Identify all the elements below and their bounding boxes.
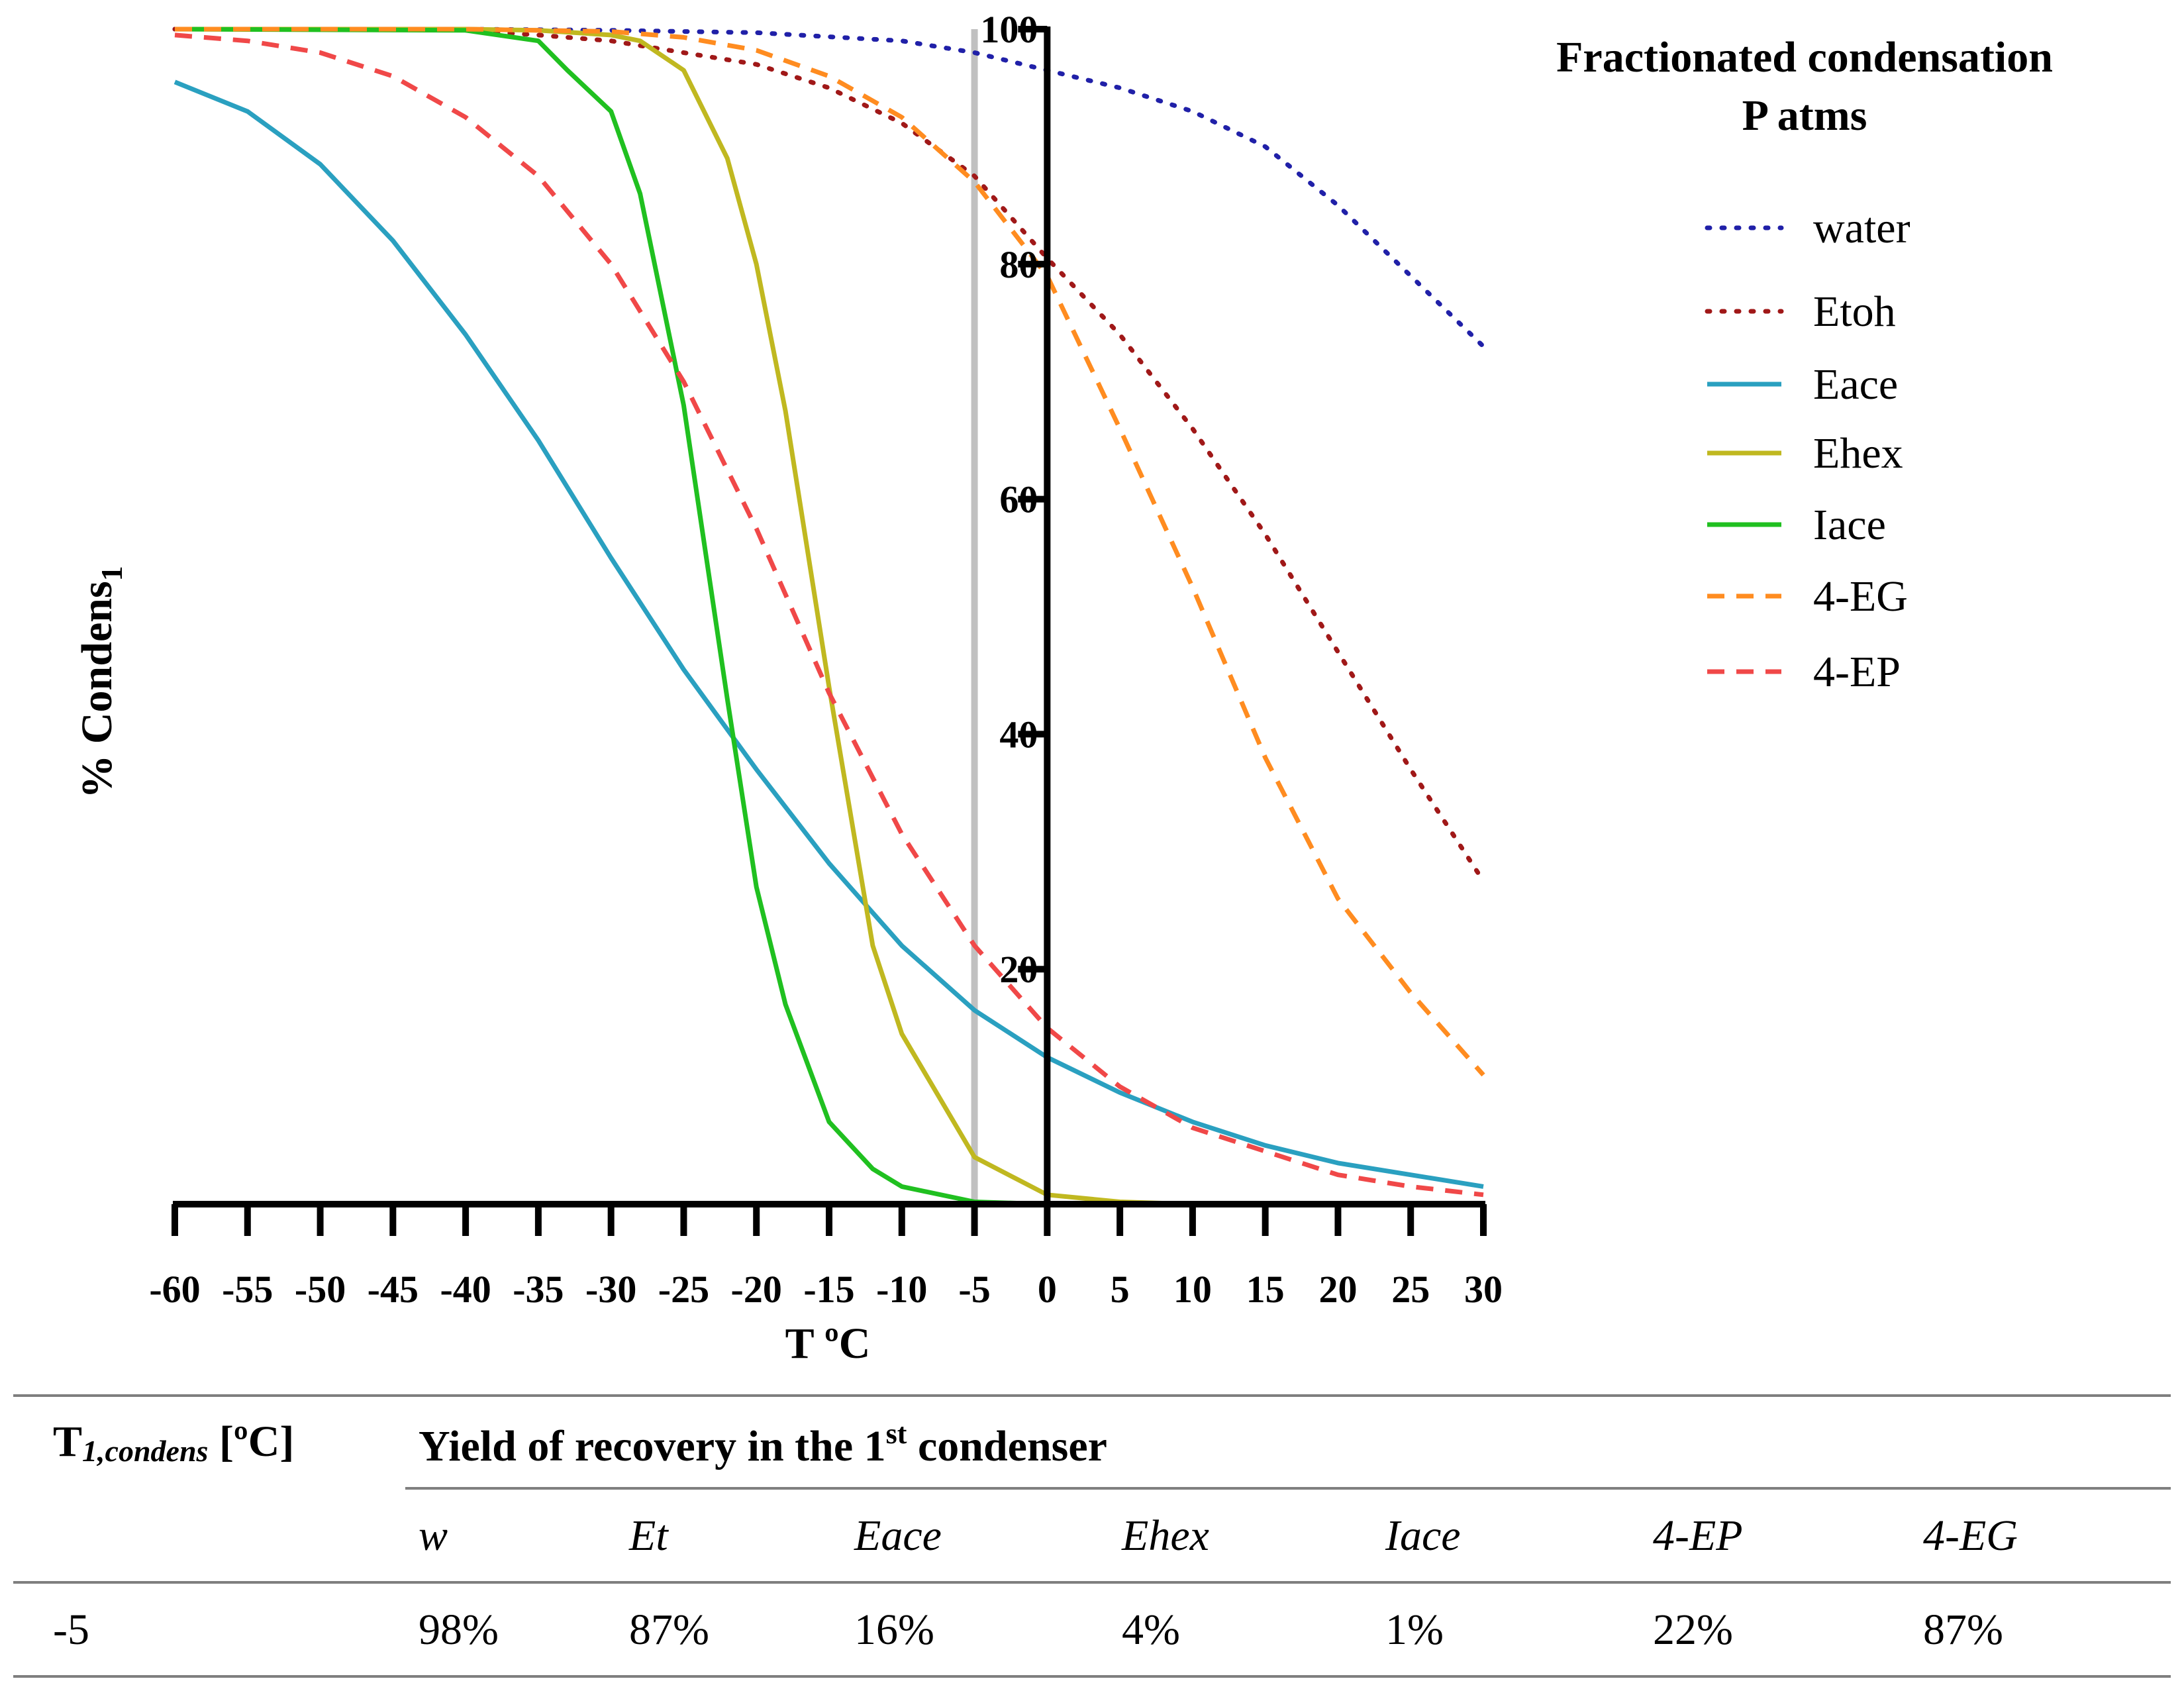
legend-label-water: water (1813, 204, 1911, 252)
y-axis-title-subscript: 1 (95, 566, 128, 581)
x-tick-label: -55 (222, 1268, 273, 1311)
table-cell-yield: 4% (1122, 1606, 1180, 1654)
condensation-chart: -60 -55 -50 -45 -40 -35 -30 -25 -20 -15 -10 -5 0 5 10 1… (73, 8, 2053, 1368)
series-line-etoh (172, 26, 1486, 884)
x-axis-title: T ºC (785, 1319, 871, 1368)
x-tick-label: -25 (658, 1268, 709, 1311)
yield-table: T1,condens [ºC] Yield of recovery in the… (0, 1394, 2184, 1686)
x-tick-label: 5 (1111, 1268, 1130, 1311)
legend-label-ehex: Ehex (1813, 429, 1903, 478)
x-tick-label: -45 (368, 1268, 419, 1311)
chart-title-line-2: P atms (1742, 91, 1867, 140)
legend-label-4-ep: 4-EP (1813, 648, 1901, 696)
y-tick-label: 60 (999, 478, 1038, 521)
column-header-4-ep: 4-EP (1653, 1512, 1743, 1560)
legend-label-eace: Eace (1813, 360, 1898, 409)
x-tick-label: 30 (1464, 1268, 1503, 1311)
chart-title-line-1: Fractionated condensation (1556, 33, 2053, 81)
table-mid-rule (13, 1581, 2171, 1584)
x-tick-label: -15 (803, 1268, 854, 1311)
x-tick-label: -40 (440, 1268, 491, 1311)
x-tick-label: -35 (513, 1268, 564, 1311)
temperature-header-unit: [ºC] (208, 1417, 295, 1466)
series-layer (172, 26, 1486, 1207)
series-line-water (172, 26, 1486, 349)
legend-label-4-eg: 4-EG (1813, 572, 1908, 621)
x-tick-label: -30 (585, 1268, 636, 1311)
table-cell-yield: 87% (1923, 1606, 2003, 1654)
legend-label-etoh: Etoh (1813, 287, 1896, 336)
series-line-iace (174, 26, 1483, 1207)
column-header-iace: Iace (1385, 1512, 1461, 1560)
y-tick-label: 40 (999, 713, 1038, 756)
table-bottom-rule (13, 1675, 2171, 1678)
y-tick-label: 100 (980, 8, 1038, 51)
y-tick-label: 80 (999, 243, 1038, 286)
series-line-eace (174, 79, 1484, 1189)
x-tick-label: 20 (1318, 1268, 1357, 1311)
table-group-rule (405, 1487, 2171, 1490)
table-cell-yield: 1% (1385, 1606, 1444, 1654)
column-header-ehex: Ehex (1122, 1512, 1209, 1560)
legend-label-iace: Iace (1813, 501, 1886, 549)
x-tick-label: 0 (1038, 1268, 1057, 1311)
table-top-rule (13, 1394, 2171, 1397)
yield-group-header: Yield of recovery in the 1st condenser (419, 1417, 1107, 1472)
table-cell-yield: 22% (1653, 1606, 1733, 1654)
tick-labels-layer: -60 -55 -50 -45 -40 -35 -30 -25 -20 -15 -10 -5 0 5 10 1… (149, 8, 1503, 1311)
column-header-w: w (419, 1512, 448, 1560)
x-tick-label: 10 (1173, 1268, 1212, 1311)
y-axis-title-main: % Condens (73, 581, 121, 798)
x-tick-label: -20 (731, 1268, 782, 1311)
x-tick-label: -50 (295, 1268, 346, 1311)
y-tick-label: 20 (999, 948, 1038, 991)
yield-header-superscript: st (885, 1417, 907, 1450)
x-tick-label: -60 (149, 1268, 200, 1311)
y-axis-title: % Condens1 (73, 566, 128, 798)
legend: water Etoh Eace Ehex Iace 4-EG 4-EP (1705, 204, 1911, 696)
table-cell-yield: 16% (854, 1606, 934, 1654)
x-tick-label: -10 (876, 1268, 927, 1311)
series-line-4-ep (174, 32, 1484, 1198)
axes-layer (172, 26, 1487, 1236)
table-cell-yield: 87% (629, 1606, 709, 1654)
temperature-header-subscript: 1,condens (82, 1434, 209, 1468)
table-cell-temperature: -5 (53, 1606, 89, 1654)
column-header-eace: Eace (854, 1512, 942, 1560)
x-tick-label: 25 (1391, 1268, 1430, 1311)
column-header-et: Et (629, 1512, 668, 1560)
x-tick-label: 15 (1246, 1268, 1285, 1311)
series-line-ehex (175, 26, 1483, 1207)
x-tick-label: -5 (958, 1268, 990, 1311)
temperature-header-main: T (53, 1417, 83, 1466)
yield-header-post: condenser (907, 1422, 1107, 1470)
yield-header-pre: Yield of recovery in the 1 (419, 1422, 886, 1470)
temperature-column-header: T1,condens [ºC] (53, 1417, 294, 1468)
series-line-4-eg (175, 26, 1485, 1077)
table-cell-yield: 98% (419, 1606, 499, 1654)
column-header-4-eg: 4-EG (1923, 1512, 2018, 1560)
